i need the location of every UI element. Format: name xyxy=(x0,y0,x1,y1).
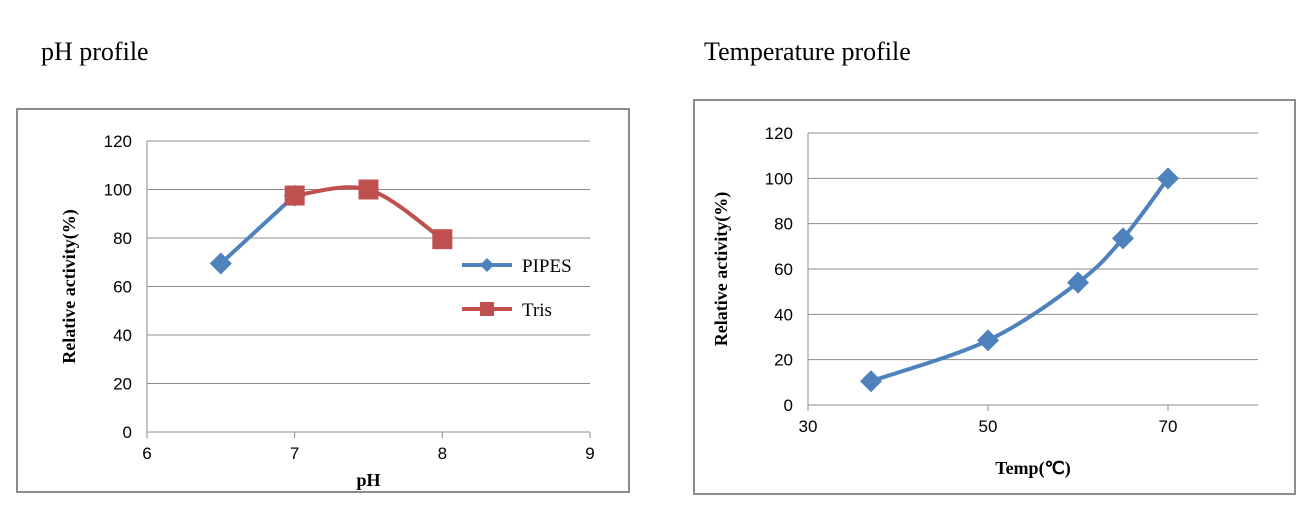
temp-y-tick-label: 40 xyxy=(774,305,793,324)
ph-data-point xyxy=(358,179,379,200)
temp-y-axis-title: Relative activity(%) xyxy=(711,192,732,346)
temperature-chart: 0 20 40 60 80 100 120 30 50 70 Temp(℃) Relative act… xyxy=(711,124,1258,479)
ph-y-tick-label: 100 xyxy=(104,181,132,200)
ph-y-tick-label: 20 xyxy=(113,375,132,394)
ph-chart: 0 20 40 60 80 100 120 6 7 8 9 pH Relative activity(%… xyxy=(59,132,595,490)
ph-x-tick-label: 8 xyxy=(438,444,447,463)
temp-y-tick-label: 80 xyxy=(774,215,793,234)
ph-legend-marker xyxy=(480,258,494,272)
ph-legend-label: PIPES xyxy=(522,256,572,277)
temp-y-tick-label: 100 xyxy=(765,169,793,188)
ph-y-tick-label: 80 xyxy=(113,229,132,248)
ph-x-axis-title: pH xyxy=(356,470,380,490)
temp-data-point xyxy=(1112,227,1134,250)
ph-x-tick-label: 7 xyxy=(290,444,299,463)
ph-series-line-0 xyxy=(218,193,297,266)
ph-x-tick-label: 6 xyxy=(142,444,151,463)
ph-y-tick-label: 0 xyxy=(123,423,132,442)
temp-x-tick-label: 70 xyxy=(1159,417,1178,436)
ph-legend-label: Tris xyxy=(522,300,552,321)
temp-x-tick-label: 50 xyxy=(979,417,998,436)
ph-x-tick-label: 9 xyxy=(585,444,594,463)
temp-x-tick-label: 30 xyxy=(799,417,818,436)
temp-y-tick-label: 60 xyxy=(774,260,793,279)
ph-y-tick-label: 40 xyxy=(113,326,132,345)
temp-data-point xyxy=(1067,271,1089,294)
ph-data-point xyxy=(209,252,232,275)
temp-y-tick-label: 20 xyxy=(774,351,793,370)
temperature-profile-heading: Temperature profile xyxy=(704,37,911,66)
ph-legend-marker xyxy=(480,302,494,316)
temp-series-line-0 xyxy=(869,176,1170,384)
ph-profile-heading: pH profile xyxy=(41,37,149,66)
ph-y-tick-label: 120 xyxy=(104,132,132,151)
temp-data-point xyxy=(1157,167,1179,190)
temp-data-point xyxy=(977,329,999,352)
temp-data-point xyxy=(860,370,882,393)
ph-chart-frame: 0 20 40 60 80 100 120 6 7 8 9 pH Relative activity(%… xyxy=(16,108,630,493)
ph-data-point xyxy=(432,229,453,250)
temp-x-axis-title: Temp(℃) xyxy=(995,458,1071,479)
temperature-chart-frame: 0 20 40 60 80 100 120 30 50 70 Temp(℃) Relative act… xyxy=(693,99,1296,495)
temp-y-tick-label: 120 xyxy=(765,124,793,143)
ph-data-point xyxy=(284,185,305,206)
temp-y-tick-label: 0 xyxy=(784,396,793,415)
ph-y-tick-label: 60 xyxy=(113,278,132,297)
ph-y-axis-title: Relative activity(%) xyxy=(59,209,80,363)
